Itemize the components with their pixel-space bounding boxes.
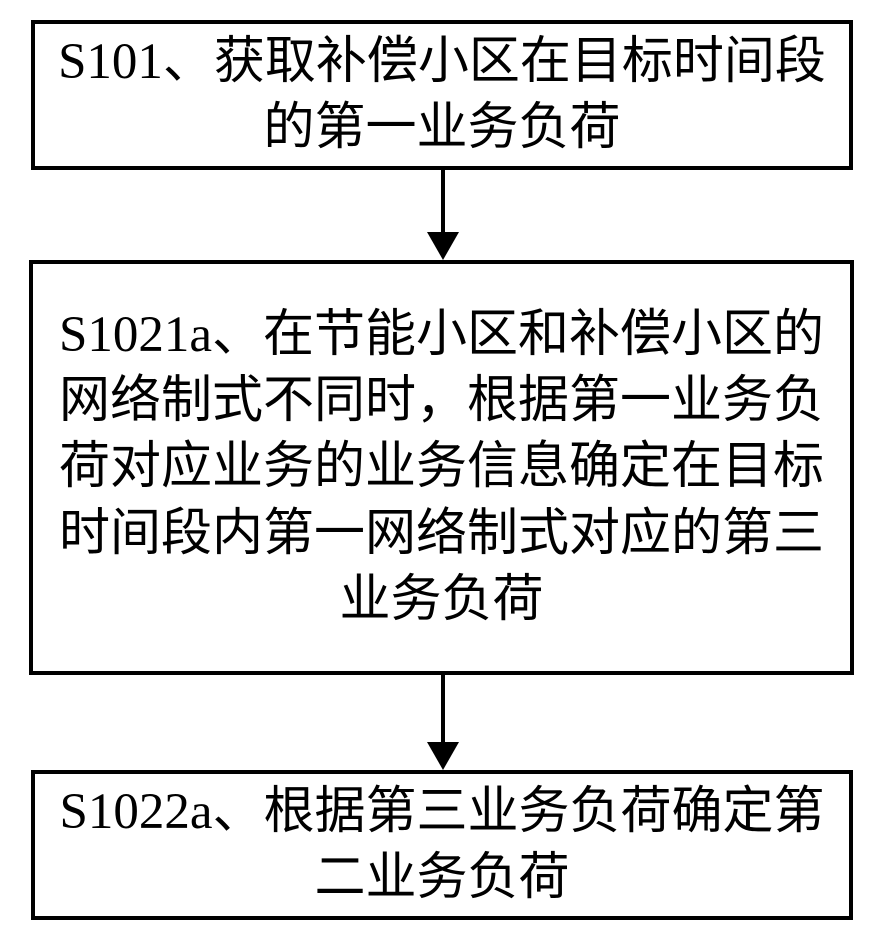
flow-node-label: S101、获取补偿小区在目标时间段的第一业务负荷 xyxy=(45,29,839,162)
flow-arrow-n1-n2 xyxy=(423,170,463,260)
flow-node-label: S1022a、根据第三业务负荷确定第二业务负荷 xyxy=(45,779,839,912)
flow-node-n1: S101、获取补偿小区在目标时间段的第一业务负荷 xyxy=(31,20,853,170)
flow-arrow-n2-n3 xyxy=(423,675,463,770)
flowchart-canvas: S101、获取补偿小区在目标时间段的第一业务负荷 S1021a、在节能小区和补偿小… xyxy=(0,0,885,947)
flow-node-n3: S1022a、根据第三业务负荷确定第二业务负荷 xyxy=(31,770,853,920)
flow-node-label: S1021a、在节能小区和补偿小区的网络制式不同时，根据第一业务负荷对应业务的业… xyxy=(43,302,840,633)
flow-node-n2: S1021a、在节能小区和补偿小区的网络制式不同时，根据第一业务负荷对应业务的业… xyxy=(29,260,854,675)
